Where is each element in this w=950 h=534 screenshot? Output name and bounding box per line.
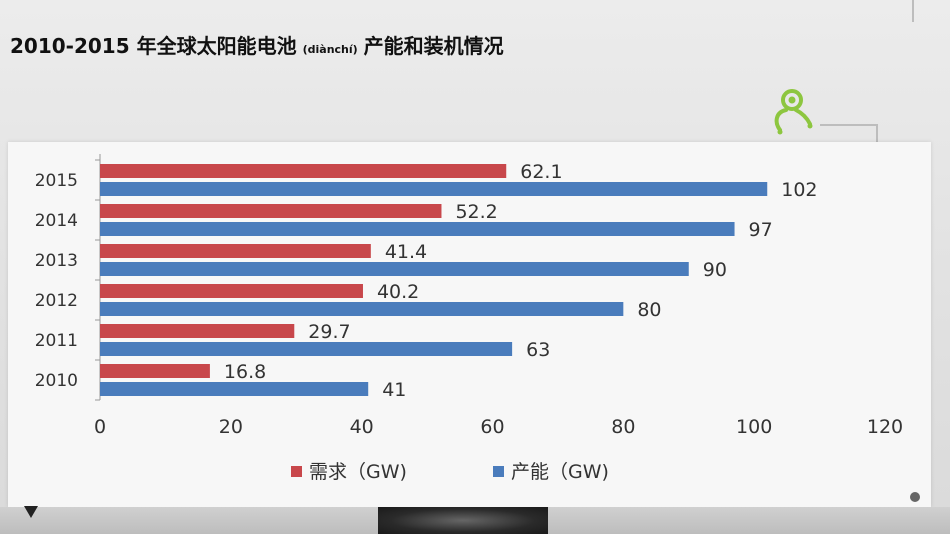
x-tick-label: 60: [480, 416, 504, 438]
y-tick-label: 2013: [35, 251, 78, 271]
legend-swatch-demand: [291, 466, 302, 477]
x-tick-label: 0: [94, 416, 106, 438]
data-label-demand: 16.8: [224, 361, 266, 383]
bar-capacity: [100, 382, 369, 396]
slide-title-pinyin: (diànchí): [302, 43, 358, 56]
slide-title: 2010-2015 年全球太阳能电池 (diànchí) 产能和装机情况: [10, 30, 504, 66]
bar-capacity: [100, 182, 768, 196]
chart-panel: 2015 62.1 102 2014 52.2 97 2013 41.4 90 2012 40.2 8…: [8, 142, 931, 507]
x-tick-label: 80: [611, 416, 635, 438]
legend-label-demand: 需求（GW): [309, 461, 407, 483]
x-tick-label: 20: [219, 416, 243, 438]
bar-demand: [100, 164, 507, 178]
slide-title-main: 2010-2015 年全球太阳能电池: [10, 34, 297, 58]
down-arrow-icon: [24, 506, 38, 518]
y-tick-label: 2010: [35, 371, 78, 391]
bar-demand: [100, 204, 442, 218]
bar-capacity: [100, 222, 735, 236]
bar-capacity: [100, 342, 513, 356]
x-tick-label: 120: [867, 416, 903, 438]
data-label-demand: 41.4: [385, 241, 427, 263]
decorative-line-top: [912, 0, 914, 22]
data-label-demand: 40.2: [377, 281, 419, 303]
data-label-capacity: 90: [703, 259, 727, 281]
data-label-capacity: 97: [749, 219, 773, 241]
bar-demand: [100, 364, 210, 378]
bar-demand: [100, 324, 295, 338]
bar-capacity: [100, 262, 689, 276]
y-tick-label: 2012: [35, 291, 78, 311]
x-tick-label: 40: [350, 416, 374, 438]
y-tick-label: 2011: [35, 331, 78, 351]
data-label-capacity: 41: [382, 379, 406, 401]
decorative-dot: [910, 492, 920, 502]
slide-title-tail: 产能和装机情况: [363, 34, 504, 58]
data-label-capacity: 102: [781, 179, 817, 201]
decorative-line-horizontal: [820, 124, 878, 126]
bar-demand: [100, 284, 363, 298]
bar-chart: 2015 62.1 102 2014 52.2 97 2013 41.4 90 2012 40.2 8…: [35, 154, 903, 483]
bar-demand: [100, 244, 371, 258]
decorative-line-right: [876, 124, 878, 144]
bottom-decor-image: [378, 507, 548, 534]
person-lens-logo-icon: [774, 89, 813, 135]
data-label-demand: 52.2: [455, 201, 497, 223]
y-tick-label: 2015: [35, 171, 78, 191]
y-tick-label: 2014: [35, 211, 78, 231]
bar-capacity: [100, 302, 624, 316]
x-tick-label: 100: [736, 416, 772, 438]
data-label-capacity: 63: [526, 339, 550, 361]
data-label-demand: 62.1: [520, 161, 562, 183]
legend-label-capacity: 产能（GW): [511, 461, 609, 483]
data-label-capacity: 80: [637, 299, 661, 321]
legend-swatch-capacity: [493, 466, 504, 477]
data-label-demand: 29.7: [308, 321, 350, 343]
